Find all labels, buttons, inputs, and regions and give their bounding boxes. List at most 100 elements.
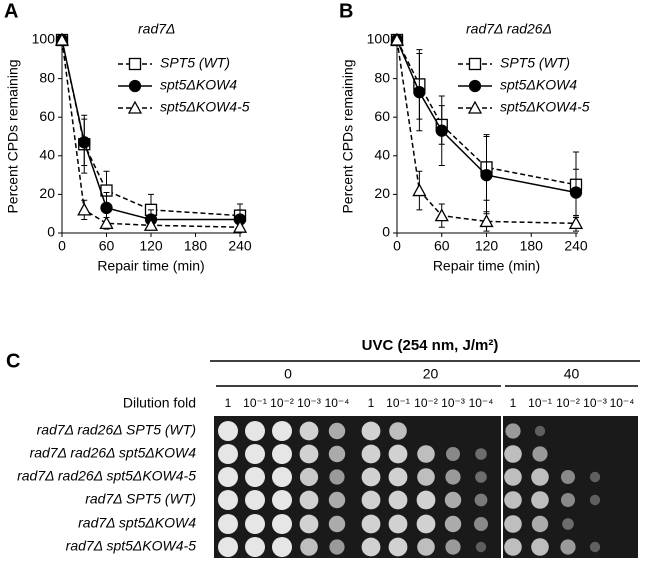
x-tick-label: 120 (139, 238, 163, 254)
colony-spot (245, 467, 265, 487)
strain-label: rad7Δ spt5ΔKOW4 (78, 515, 196, 531)
colony-spot (218, 467, 238, 487)
dilution-label: 10⁻¹ (243, 396, 267, 410)
marker (480, 168, 493, 182)
panel-label: C (6, 350, 20, 372)
legend-label: SPT5 (WT) (500, 55, 570, 71)
dilution-label: 10⁻² (270, 396, 294, 410)
colony-spot (504, 515, 522, 533)
panel-label: B (339, 0, 353, 22)
colony-spot (272, 444, 292, 464)
strain-label: rad7Δ rad26Δ spt5ΔKOW4-5 (17, 468, 196, 484)
x-tick-label: 0 (58, 238, 66, 254)
marker (389, 32, 405, 46)
dilution-label: 10⁻¹ (528, 396, 552, 410)
colony-spot (446, 447, 460, 461)
colony-spot (504, 445, 522, 463)
colony-spot (245, 444, 265, 464)
dose-label: 20 (423, 366, 439, 382)
dilution-label: 10⁻³ (441, 396, 465, 410)
colony-spot (417, 468, 435, 486)
marker (413, 85, 426, 99)
legend-marker (128, 79, 142, 93)
colony-spot (272, 467, 292, 487)
treatment-label: UVC (254 nm, J/m²) (362, 337, 499, 354)
y-tick-label: 80 (39, 69, 55, 85)
colony-spot (299, 490, 319, 510)
colony-spot (299, 514, 319, 534)
colony-spot (299, 444, 319, 464)
colony-spot (534, 425, 546, 437)
colony-spot (218, 421, 238, 441)
colony-spot (475, 541, 487, 553)
y-tick-label: 100 (32, 31, 56, 47)
strain-label: rad7Δ SPT5 (WT) (85, 491, 196, 507)
y-tick-label: 60 (39, 108, 55, 124)
x-axis-title: Repair time (min) (433, 258, 540, 274)
marker (99, 215, 114, 229)
y-tick-label: 0 (382, 224, 390, 240)
colony-spot (361, 421, 381, 441)
marker (78, 136, 91, 149)
marker (435, 124, 448, 137)
y-tick-label: 20 (374, 185, 390, 201)
legend-marker (468, 79, 482, 93)
colony-spot (504, 491, 522, 509)
x-tick-label: 180 (520, 238, 544, 254)
plate (358, 416, 501, 558)
marker (54, 32, 70, 46)
dilution-label: 1 (368, 396, 375, 410)
colony-spot (218, 490, 238, 510)
colony-spot (560, 539, 576, 555)
plate (503, 416, 638, 558)
colony-spot (416, 490, 436, 510)
legend-marker (467, 100, 483, 114)
strain-label: rad7Δ spt5ΔKOW4-5 (66, 538, 197, 554)
colony-spot (328, 491, 346, 509)
marker (412, 183, 427, 197)
colony-spot (417, 445, 435, 463)
colony-spot (388, 467, 408, 487)
marker (143, 217, 159, 231)
marker (77, 202, 92, 216)
y-tick-label: 80 (374, 69, 390, 85)
marker (232, 219, 248, 233)
marker (434, 208, 449, 222)
colony-spot (272, 537, 292, 557)
x-tick-label: 120 (475, 238, 499, 254)
legend-marker (468, 57, 482, 71)
x-tick-label: 60 (434, 238, 450, 254)
legend-label: spt5ΔKOW4-5 (160, 99, 250, 115)
colony-spot (272, 421, 292, 441)
y-axis-title: Percent CPDs remaining (5, 59, 21, 213)
colony-spot (531, 538, 549, 556)
colony-spot (444, 491, 462, 509)
chart-title: rad7Δ rad26Δ (466, 21, 552, 37)
strain-label: rad7Δ rad26Δ SPT5 (WT) (37, 422, 196, 438)
colony-spot (361, 467, 381, 487)
dilution-label: 10⁻² (556, 396, 580, 410)
colony-spot (329, 539, 345, 555)
panel-label: A (4, 0, 18, 22)
dilution-label: 10⁻⁴ (469, 396, 494, 410)
colony-spot (300, 538, 318, 556)
colony-spot (474, 493, 488, 507)
colony-spot (562, 518, 574, 530)
colony-spot (388, 444, 408, 464)
x-tick-label: 240 (564, 238, 588, 254)
colony-spot (444, 515, 462, 533)
series-line (61, 39, 241, 217)
y-tick-label: 0 (47, 224, 55, 240)
colony-spot (561, 470, 575, 484)
colony-spot (361, 490, 381, 510)
dilution-label: 10⁻⁴ (610, 396, 635, 410)
colony-spot (505, 423, 521, 439)
colony-spot (272, 514, 292, 534)
colony-spot (589, 471, 601, 483)
marker (568, 215, 584, 229)
dilution-label: 10⁻² (414, 396, 438, 410)
colony-spot (361, 514, 381, 534)
series-line (61, 39, 241, 228)
dilution-label: 10⁻⁴ (325, 396, 350, 410)
